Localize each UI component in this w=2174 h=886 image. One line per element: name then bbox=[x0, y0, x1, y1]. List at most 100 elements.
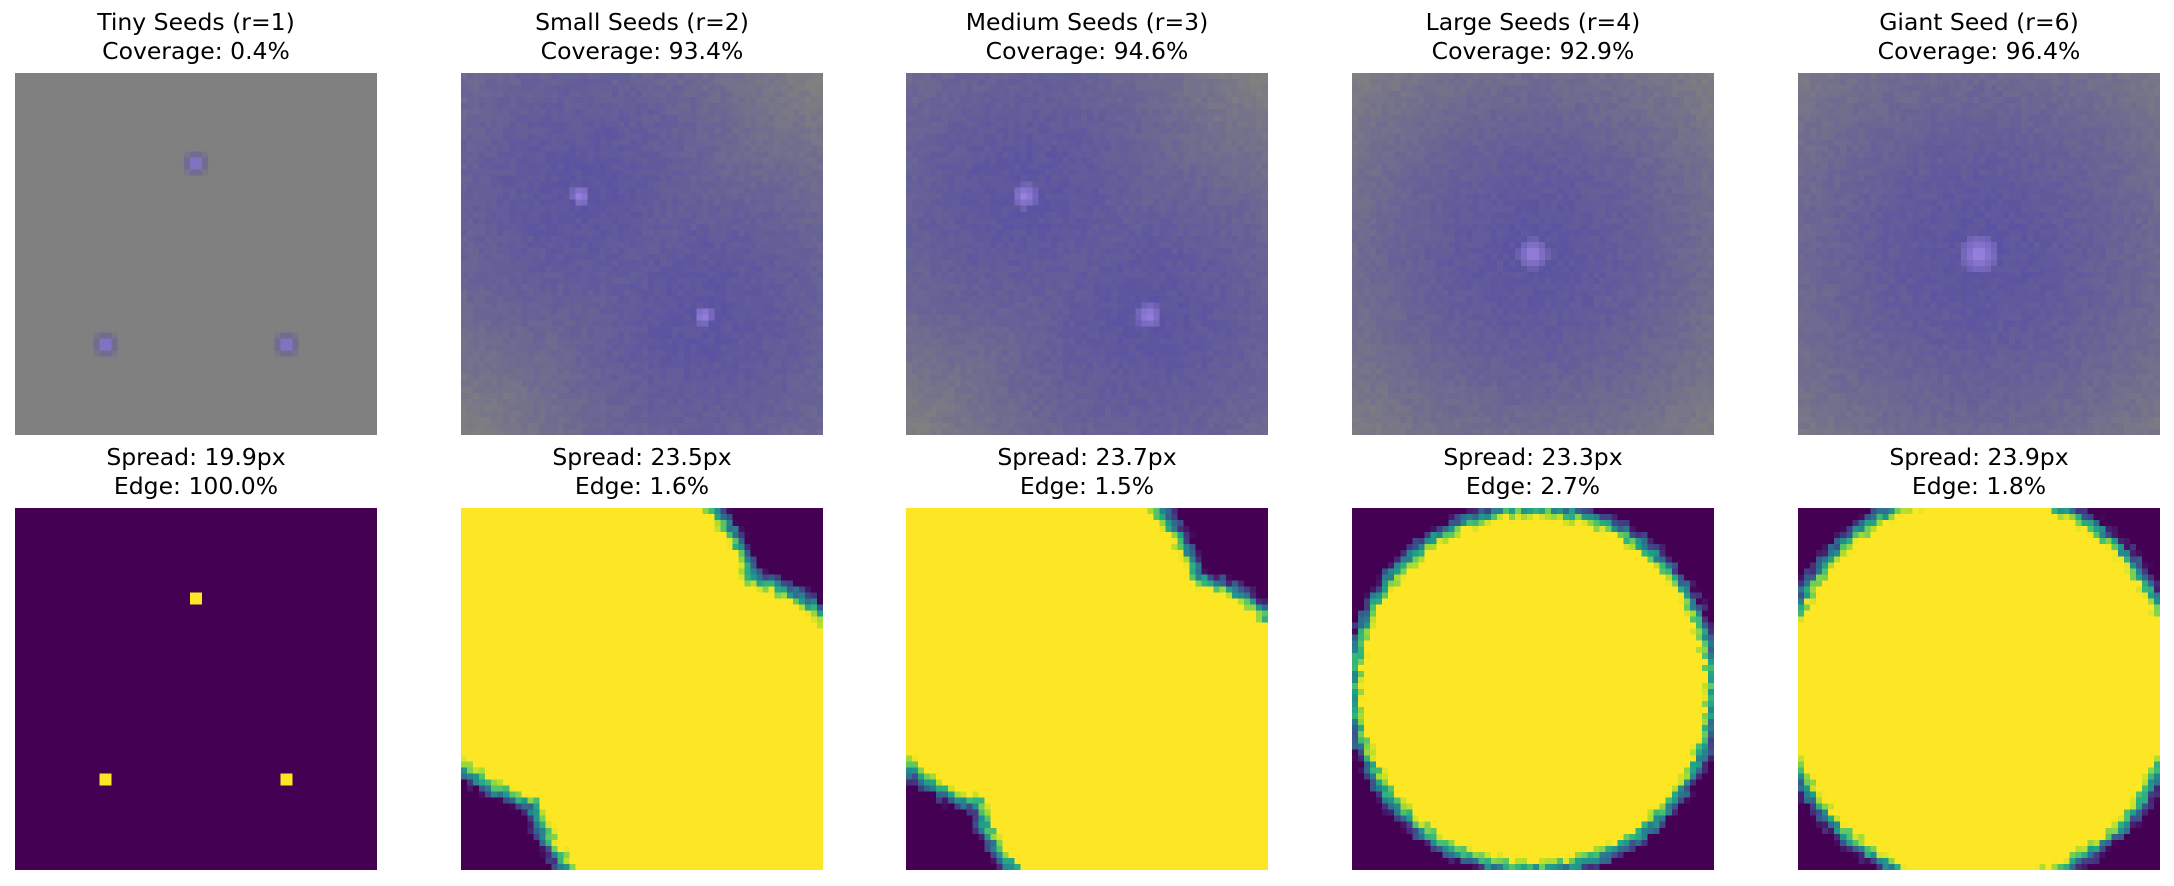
heatmap-cell bbox=[27, 151, 34, 158]
heatmap-cell bbox=[509, 133, 516, 140]
heatmap-cell bbox=[69, 205, 76, 213]
heatmap-cell bbox=[208, 404, 215, 412]
heatmap-cell bbox=[316, 241, 324, 249]
heatmap-cell bbox=[358, 235, 366, 243]
heatmap-cell bbox=[147, 97, 155, 104]
heatmap-cell bbox=[708, 169, 715, 176]
heatmap-cell bbox=[292, 205, 299, 213]
heatmap-cell bbox=[75, 187, 82, 195]
heatmap-cell bbox=[226, 163, 233, 170]
heatmap-cell bbox=[304, 386, 312, 394]
heatmap-cell bbox=[744, 115, 751, 122]
heatmap-cell bbox=[298, 79, 305, 86]
heatmap-cell bbox=[93, 290, 100, 297]
heatmap-cell bbox=[189, 181, 197, 189]
heatmap-cell bbox=[768, 85, 776, 92]
heatmap-cell bbox=[244, 109, 251, 116]
heatmap-cell bbox=[292, 350, 299, 357]
heatmap-cell bbox=[87, 175, 94, 182]
heatmap-cell bbox=[328, 127, 336, 134]
heatmap-cell bbox=[702, 73, 709, 80]
heatmap-cell bbox=[159, 73, 167, 80]
heatmap-cell bbox=[714, 103, 721, 110]
heatmap-cell bbox=[527, 85, 534, 92]
heatmap-cell bbox=[503, 145, 510, 152]
heatmap-cell bbox=[575, 73, 583, 80]
heatmap-cell bbox=[334, 199, 342, 207]
heatmap-cell bbox=[171, 115, 179, 122]
heatmap-cell bbox=[159, 314, 167, 321]
heatmap-cell bbox=[196, 350, 203, 357]
heatmap-cell bbox=[352, 73, 360, 80]
heatmap-cell bbox=[328, 314, 336, 321]
heatmap-cell bbox=[105, 416, 112, 424]
heatmap-cell bbox=[744, 79, 751, 86]
heatmap-cell bbox=[497, 103, 504, 110]
heatmap-cell bbox=[57, 85, 64, 92]
heatmap-cell bbox=[792, 79, 800, 86]
heatmap-cell bbox=[491, 157, 498, 164]
heatmap-cell bbox=[352, 199, 360, 207]
heatmap-cell bbox=[27, 163, 34, 170]
heatmap-cell bbox=[726, 115, 733, 122]
heatmap-cell bbox=[21, 392, 28, 400]
heatmap-cell bbox=[171, 254, 179, 261]
heatmap-cell bbox=[274, 410, 281, 418]
heatmap-cell bbox=[208, 139, 215, 146]
heatmap-cell bbox=[364, 73, 372, 80]
heatmap-cell bbox=[666, 73, 673, 80]
heatmap-cell bbox=[274, 205, 281, 213]
heatmap-cell bbox=[581, 103, 589, 110]
heatmap-cell bbox=[63, 368, 70, 376]
heatmap-cell bbox=[208, 223, 215, 231]
heatmap-cell bbox=[232, 229, 239, 237]
heatmap-cell bbox=[220, 145, 227, 152]
heatmap-cell bbox=[292, 157, 299, 164]
heatmap-cell bbox=[738, 157, 745, 164]
heatmap-cell bbox=[177, 338, 185, 345]
heatmap-cell bbox=[238, 145, 245, 152]
heatmap-cell bbox=[497, 205, 504, 213]
heatmap-cell bbox=[220, 223, 227, 231]
heatmap-cell bbox=[575, 157, 583, 164]
heatmap-cell bbox=[316, 362, 324, 370]
heatmap-cell bbox=[732, 73, 739, 80]
heatmap-cell bbox=[214, 223, 221, 231]
heatmap-cell bbox=[69, 320, 76, 327]
heatmap-cell bbox=[581, 133, 589, 140]
heatmap-cell bbox=[292, 308, 299, 315]
heatmap-cell bbox=[21, 163, 28, 170]
heatmap-cell bbox=[153, 217, 161, 225]
heatmap-cell bbox=[340, 308, 348, 315]
heatmap-cell bbox=[177, 272, 185, 279]
heatmap-cell bbox=[340, 103, 348, 110]
heatmap-cell bbox=[738, 139, 745, 146]
heatmap-cell bbox=[756, 109, 764, 116]
heatmap-cell bbox=[298, 272, 305, 279]
heatmap-cell bbox=[63, 151, 70, 158]
heatmap-cell bbox=[93, 121, 100, 128]
heatmap-cell bbox=[171, 145, 179, 152]
heatmap-cell bbox=[208, 193, 215, 201]
heatmap-cell bbox=[328, 290, 336, 297]
heatmap-cell bbox=[153, 368, 161, 376]
heatmap-cell bbox=[57, 386, 64, 394]
heatmap-cell bbox=[57, 410, 64, 418]
heatmap-cell bbox=[774, 97, 782, 104]
heatmap-cell bbox=[497, 145, 504, 152]
heatmap-cell bbox=[286, 380, 293, 388]
heatmap-cell bbox=[63, 175, 70, 182]
heatmap-cell bbox=[521, 139, 528, 146]
heatmap-cell bbox=[93, 127, 100, 134]
heatmap-cell bbox=[63, 404, 70, 412]
heatmap-cell bbox=[99, 356, 106, 363]
heatmap-cell bbox=[135, 392, 143, 400]
heatmap-cell bbox=[666, 205, 673, 213]
heatmap-cell bbox=[678, 121, 685, 128]
heatmap-cell bbox=[617, 169, 625, 176]
heatmap-cell bbox=[117, 302, 124, 309]
heatmap-cell bbox=[99, 428, 106, 435]
heatmap-cell bbox=[75, 115, 82, 122]
heatmap-cell bbox=[358, 272, 366, 279]
heatmap-cell bbox=[123, 157, 131, 164]
